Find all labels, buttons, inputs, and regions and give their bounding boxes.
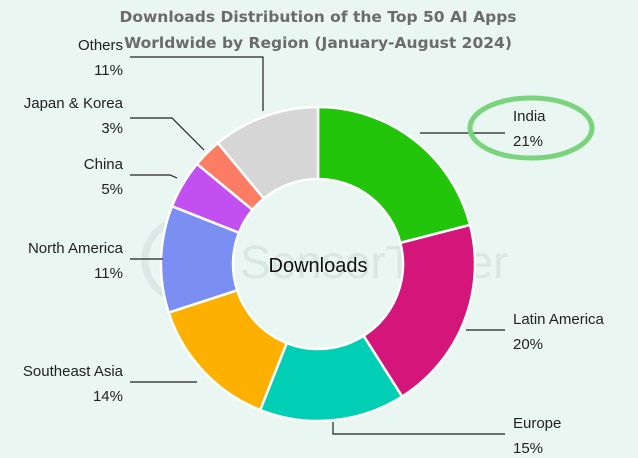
slice-label-others: Others: [78, 37, 123, 54]
leader-line-others: [130, 56, 264, 111]
chart-title-line: Downloads Distribution of the Top 50 AI …: [119, 8, 516, 26]
slice-value-europe: 15%: [513, 440, 543, 457]
slice-india: [316, 105, 472, 245]
slice-others: [216, 105, 320, 201]
slice-label-india: India: [513, 108, 546, 125]
chart-title-line: Worldwide by Region (January-August 2024…: [124, 34, 512, 52]
slice-value-latin-america: 20%: [513, 336, 543, 353]
slice-label-japan-korea: Japan & Korea: [24, 95, 124, 112]
slice-label-europe: Europe: [513, 415, 561, 432]
slice-value-china: 5%: [101, 181, 123, 198]
leader-line-china: [130, 174, 178, 179]
slice-label-southeast-asia: Southeast Asia: [23, 363, 124, 380]
slice-label-north-america: North America: [28, 240, 124, 257]
slice-value-north-america: 11%: [94, 265, 123, 282]
leader-line-europe: [332, 422, 505, 435]
slice-value-japan-korea: 3%: [101, 120, 123, 137]
slice-value-southeast-asia: 14%: [93, 388, 123, 405]
slice-label-china: China: [84, 156, 124, 173]
slice-label-latin-america: Latin America: [513, 311, 605, 328]
leader-line-japan-korea: [130, 117, 205, 151]
center-label: Downloads: [269, 255, 368, 277]
slice-value-others: 11%: [94, 62, 123, 79]
slice-value-india: 21%: [513, 133, 543, 150]
highlight-ellipse: [467, 95, 595, 161]
slice-latin-america: [361, 223, 477, 399]
